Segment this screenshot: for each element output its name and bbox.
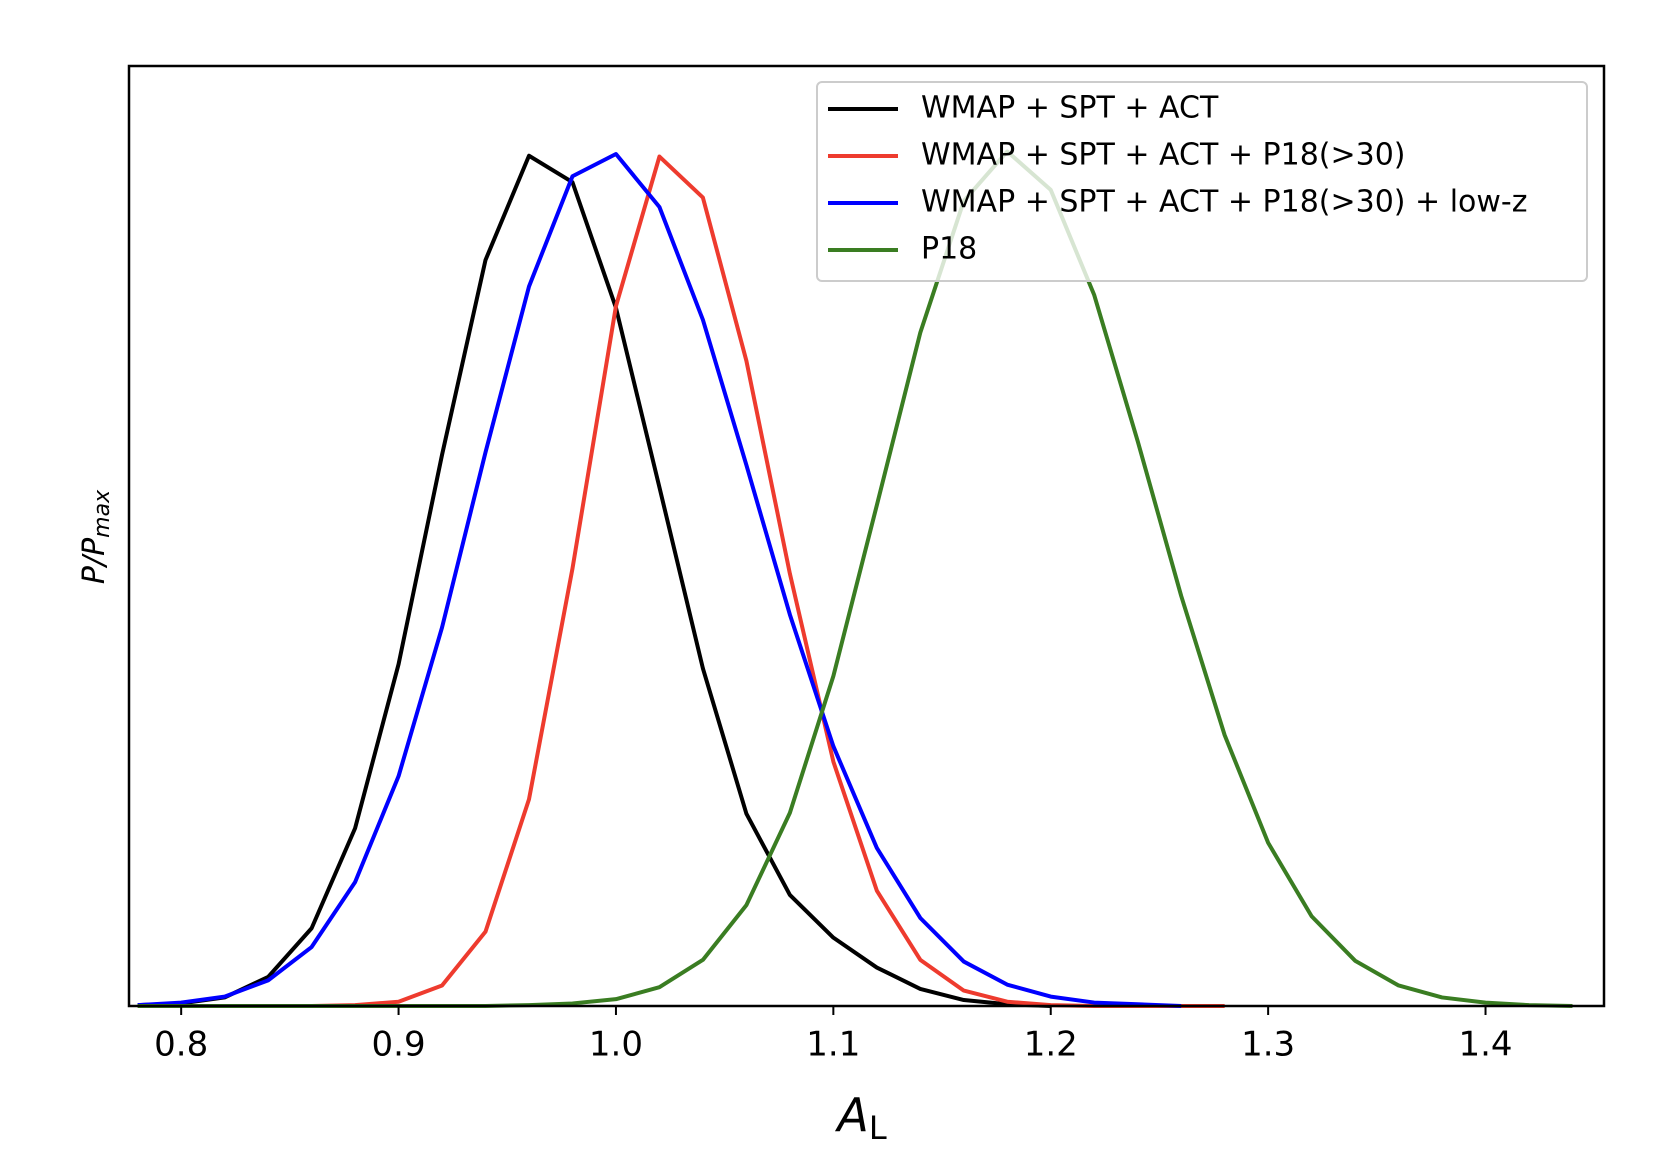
legend: WMAP + SPT + ACT WMAP + SPT + ACT + P18(>… [816,81,1588,282]
x-tick-label: 1.4 [1458,1025,1512,1065]
series-line [137,153,1051,1008]
y-label-sub: max [90,489,115,538]
x-tick-label: 1.1 [806,1025,860,1065]
legend-frame [816,81,1588,282]
series-line [137,152,1182,1008]
x-label-main: A [834,1088,868,1142]
x-tick-label: 1.2 [1024,1025,1078,1065]
legend-label: WMAP + SPT + ACT + P18(>30) [921,138,1406,173]
y-label-main: P/P [77,537,112,584]
x-axis-label: AL [834,1088,886,1148]
legend-label: WMAP + SPT + ACT + P18(>30) + low-z [921,185,1528,220]
axes-frame [127,64,1606,1008]
x-tick-label: 0.8 [154,1025,208,1065]
x-tick-label: 1.0 [589,1025,643,1065]
x-label-sub: L [869,1109,887,1147]
x-tick-label: 1.3 [1241,1025,1295,1065]
x-tick-label: 0.9 [372,1025,426,1065]
y-axis-label: P/Pmax [77,489,116,584]
legend-label: P18 [921,232,977,267]
legend-label: WMAP + SPT + ACT [921,91,1219,126]
